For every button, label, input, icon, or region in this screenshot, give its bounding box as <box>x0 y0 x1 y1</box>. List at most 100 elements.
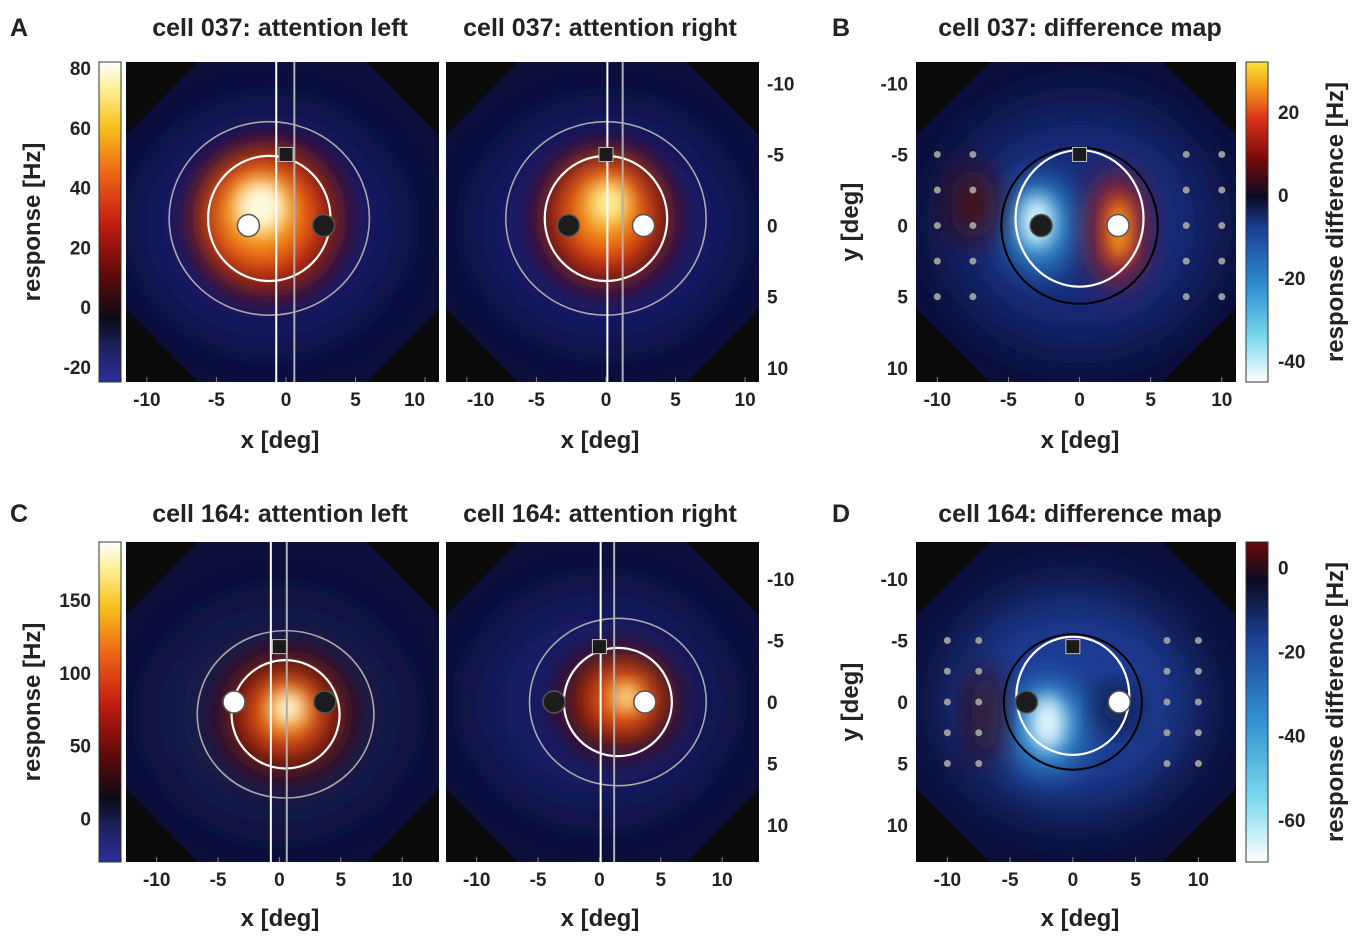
cbar-label-d: response difference [Hz] <box>1322 562 1349 842</box>
heatmap-blob <box>272 692 304 725</box>
xlabel-d: x [deg] <box>1041 905 1120 932</box>
stimulus-circle-marker <box>1014 690 1039 714</box>
y-tick-label: 10 <box>767 816 788 837</box>
grid-dot <box>1194 636 1202 644</box>
y-tick-label: -10 <box>767 74 794 95</box>
x-tick-label: 0 <box>601 390 612 411</box>
grid-dot <box>933 186 941 194</box>
grid-dot <box>1163 636 1171 644</box>
fixation-square-marker <box>278 146 294 162</box>
contour-outer <box>528 617 708 787</box>
colorbar-d <box>1245 541 1269 863</box>
stimulus-circle-marker <box>236 213 261 238</box>
colorbar-tick-label: -60 <box>1278 811 1305 832</box>
grid-dot <box>1182 186 1190 194</box>
fixation-square-marker <box>1065 639 1081 655</box>
colorbar-tick-label: -40 <box>1278 727 1305 748</box>
colorbar-tick-label: 0 <box>80 809 91 830</box>
xlabel-c-right: x [deg] <box>561 905 640 932</box>
colorbar-tick-label: -20 <box>1278 269 1305 290</box>
contour-outer <box>196 629 375 799</box>
stimulus-circle-marker <box>631 213 656 238</box>
contour-black <box>1002 633 1143 771</box>
title-b: cell 037: difference map <box>938 14 1221 42</box>
fixation-square-marker <box>1072 146 1088 162</box>
x-tick-label: -10 <box>467 390 494 411</box>
grid-dot <box>975 698 983 706</box>
x-tick-label: 5 <box>670 390 681 411</box>
xlabel-b: x [deg] <box>1041 427 1120 454</box>
y-tick-label: 5 <box>897 288 908 309</box>
heatmap-panel-2 <box>916 62 1236 382</box>
y-tick-label: 10 <box>767 359 788 380</box>
grid-dot <box>943 698 951 706</box>
heatmap-blob <box>615 686 638 709</box>
stimulus-circle-marker <box>222 690 246 714</box>
grid-dot <box>943 729 951 737</box>
grid-dot <box>933 257 941 265</box>
contour-outer <box>168 120 371 316</box>
grid-dot <box>1194 667 1202 675</box>
grid-dot <box>969 293 977 301</box>
colorbar-tick-label: 60 <box>70 119 91 140</box>
colorbar-tick-label: 20 <box>1278 103 1299 124</box>
x-tick-label: -10 <box>924 390 951 411</box>
title-a-right: cell 037: attention right <box>463 14 737 42</box>
grid-dot <box>1182 222 1190 230</box>
grid-dot <box>943 667 951 675</box>
colorbar-tick-label: 20 <box>70 238 91 259</box>
y-tick-label: 10 <box>887 816 908 837</box>
fixation-square-marker <box>598 146 614 162</box>
x-tick-label: -5 <box>1002 870 1019 891</box>
contour-white <box>1015 635 1131 757</box>
x-tick-label: -5 <box>1000 390 1017 411</box>
grid-dot <box>969 257 977 265</box>
y-tick-label: 5 <box>767 755 778 776</box>
y-tick-label: -10 <box>767 570 794 591</box>
grid-dot <box>969 186 977 194</box>
x-tick-label: 0 <box>594 870 605 891</box>
grid-dot <box>1218 293 1226 301</box>
x-tick-label: -5 <box>208 390 225 411</box>
title-c-right: cell 164: attention right <box>463 500 737 528</box>
stimulus-circle-marker <box>311 213 336 238</box>
colorbar-tick-label: 80 <box>70 59 91 80</box>
y-tick-label: 0 <box>897 217 908 238</box>
stimulus-circle-marker <box>1106 213 1130 238</box>
y-tick-label: -5 <box>767 145 784 166</box>
title-a-left: cell 037: attention left <box>152 14 408 42</box>
grid-dot <box>975 729 983 737</box>
ylabel-a: response [Hz] <box>19 143 46 302</box>
grid-dot <box>933 293 941 301</box>
grid-dot <box>1182 293 1190 301</box>
ylabel-d: y [deg] <box>837 663 864 742</box>
panel-letter-a: A <box>10 14 28 42</box>
contour-outer <box>505 120 707 316</box>
heatmap-blob <box>590 182 627 223</box>
y-tick-label: -10 <box>881 570 908 591</box>
x-tick-label: 10 <box>712 870 733 891</box>
colorbar-tick-label: 0 <box>80 298 91 319</box>
x-tick-label: 0 <box>274 870 285 891</box>
y-tick-label: 0 <box>897 693 908 714</box>
heatmap-blob <box>950 167 996 242</box>
grid-dot <box>1182 150 1190 158</box>
ylabel-c: response [Hz] <box>19 623 46 782</box>
y-tick-label: 5 <box>767 288 778 309</box>
grid-dot <box>943 760 951 768</box>
grid-dot <box>975 636 983 644</box>
grid-dot <box>943 636 951 644</box>
stimulus-circle-marker <box>633 690 657 714</box>
x-tick-label: -10 <box>463 870 490 891</box>
contour-inner <box>230 659 341 770</box>
heatmap-blob <box>969 665 1001 764</box>
grid-dot <box>1218 150 1226 158</box>
x-tick-label: 5 <box>350 390 361 411</box>
panel-letter-b: B <box>832 14 850 42</box>
y-tick-label: -5 <box>891 631 908 652</box>
xlabel-a-right: x [deg] <box>561 427 640 454</box>
colorbar-tick-label: -20 <box>64 358 91 379</box>
heatmap-panel-0 <box>126 62 439 382</box>
colorbar-tick-label: 0 <box>1278 186 1289 207</box>
y-tick-label: -10 <box>881 74 908 95</box>
